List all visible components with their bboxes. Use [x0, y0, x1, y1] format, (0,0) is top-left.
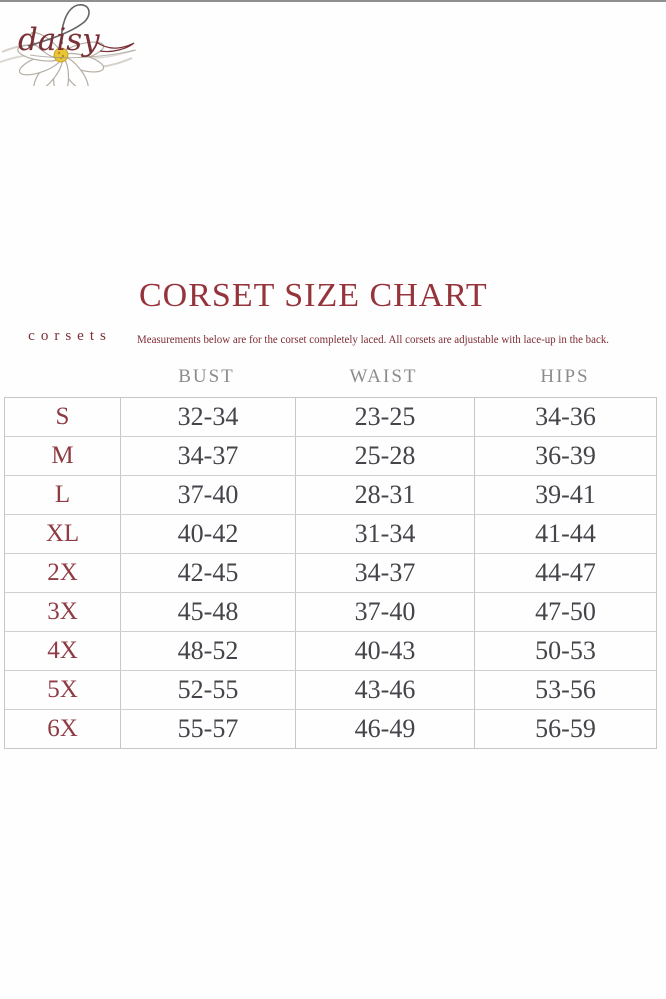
table-row: 5X 52-55 43-46 53-56: [5, 670, 656, 709]
hips-cell: 53-56: [474, 671, 656, 709]
size-cell: M: [51, 442, 74, 469]
hips-cell: 41-44: [474, 515, 656, 553]
bust-cell: 48-52: [120, 632, 295, 670]
bust-cell: 37-40: [120, 476, 295, 514]
size-cell: 3X: [47, 598, 78, 625]
table-row: 4X 48-52 40-43 50-53: [5, 631, 656, 670]
subtitle-text: Measurements below are for the corset co…: [137, 334, 610, 346]
daisy-flower-icon: daisy: [0, 4, 137, 98]
bust-cell: 45-48: [120, 593, 295, 631]
waist-cell: 43-46: [295, 671, 474, 709]
size-cell: 6X: [47, 715, 78, 742]
bust-cell: 40-42: [120, 515, 295, 553]
bust-cell: 34-37: [120, 437, 295, 475]
size-cell: 2X: [47, 559, 78, 586]
waist-cell: 31-34: [295, 515, 474, 553]
column-header-hips: HIPS: [540, 366, 590, 387]
hips-cell: 47-50: [474, 593, 656, 631]
waist-cell: 23-25: [295, 398, 474, 436]
hips-cell: 44-47: [474, 554, 656, 592]
waist-cell: 25-28: [295, 437, 474, 475]
size-cell: L: [54, 481, 71, 508]
hips-cell: 50-53: [474, 632, 656, 670]
waist-cell: 40-43: [295, 632, 474, 670]
table-row: XL 40-42 31-34 41-44: [5, 514, 656, 553]
size-cell: XL: [45, 520, 80, 547]
subtitle: Measurements below are for the corset co…: [137, 330, 666, 348]
waist-cell: 37-40: [295, 593, 474, 631]
table-row: 2X 42-45 34-37 44-47: [5, 553, 656, 592]
size-cell: 4X: [47, 637, 78, 664]
title-divider: [0, 0, 666, 2]
table-row: M 34-37 25-28 36-39: [5, 436, 656, 475]
waist-cell: 46-49: [295, 710, 474, 748]
brand-script: daisy: [18, 22, 100, 58]
hips-cell: 34-36: [474, 398, 656, 436]
bust-cell: 42-45: [120, 554, 295, 592]
column-header-bust: BUST: [178, 366, 235, 387]
bust-cell: 52-55: [120, 671, 295, 709]
brand-wordmark: corsets: [28, 328, 112, 344]
bust-cell: 55-57: [120, 710, 295, 748]
table-row: S 32-34 23-25 34-36: [5, 398, 656, 436]
bust-cell: 32-34: [120, 398, 295, 436]
waist-cell: 28-31: [295, 476, 474, 514]
column-header-row: BUST WAIST HIPS: [4, 364, 657, 390]
table-row: L 37-40 28-31 39-41: [5, 475, 656, 514]
daisy-logo: daisy: [0, 0, 138, 98]
size-cell: 5X: [47, 676, 78, 703]
table-row: 6X 55-57 46-49 56-59: [5, 709, 656, 748]
hips-cell: 39-41: [474, 476, 656, 514]
size-table: S 32-34 23-25 34-36 M 34-37 25-28 36-39 …: [4, 397, 657, 749]
hips-cell: 36-39: [474, 437, 656, 475]
table-row: 3X 45-48 37-40 47-50: [5, 592, 656, 631]
waist-cell: 34-37: [295, 554, 474, 592]
hips-cell: 56-59: [474, 710, 656, 748]
column-header-waist: WAIST: [349, 366, 418, 387]
size-cell: S: [55, 403, 70, 430]
page-title: CORSET SIZE CHART: [139, 277, 488, 314]
